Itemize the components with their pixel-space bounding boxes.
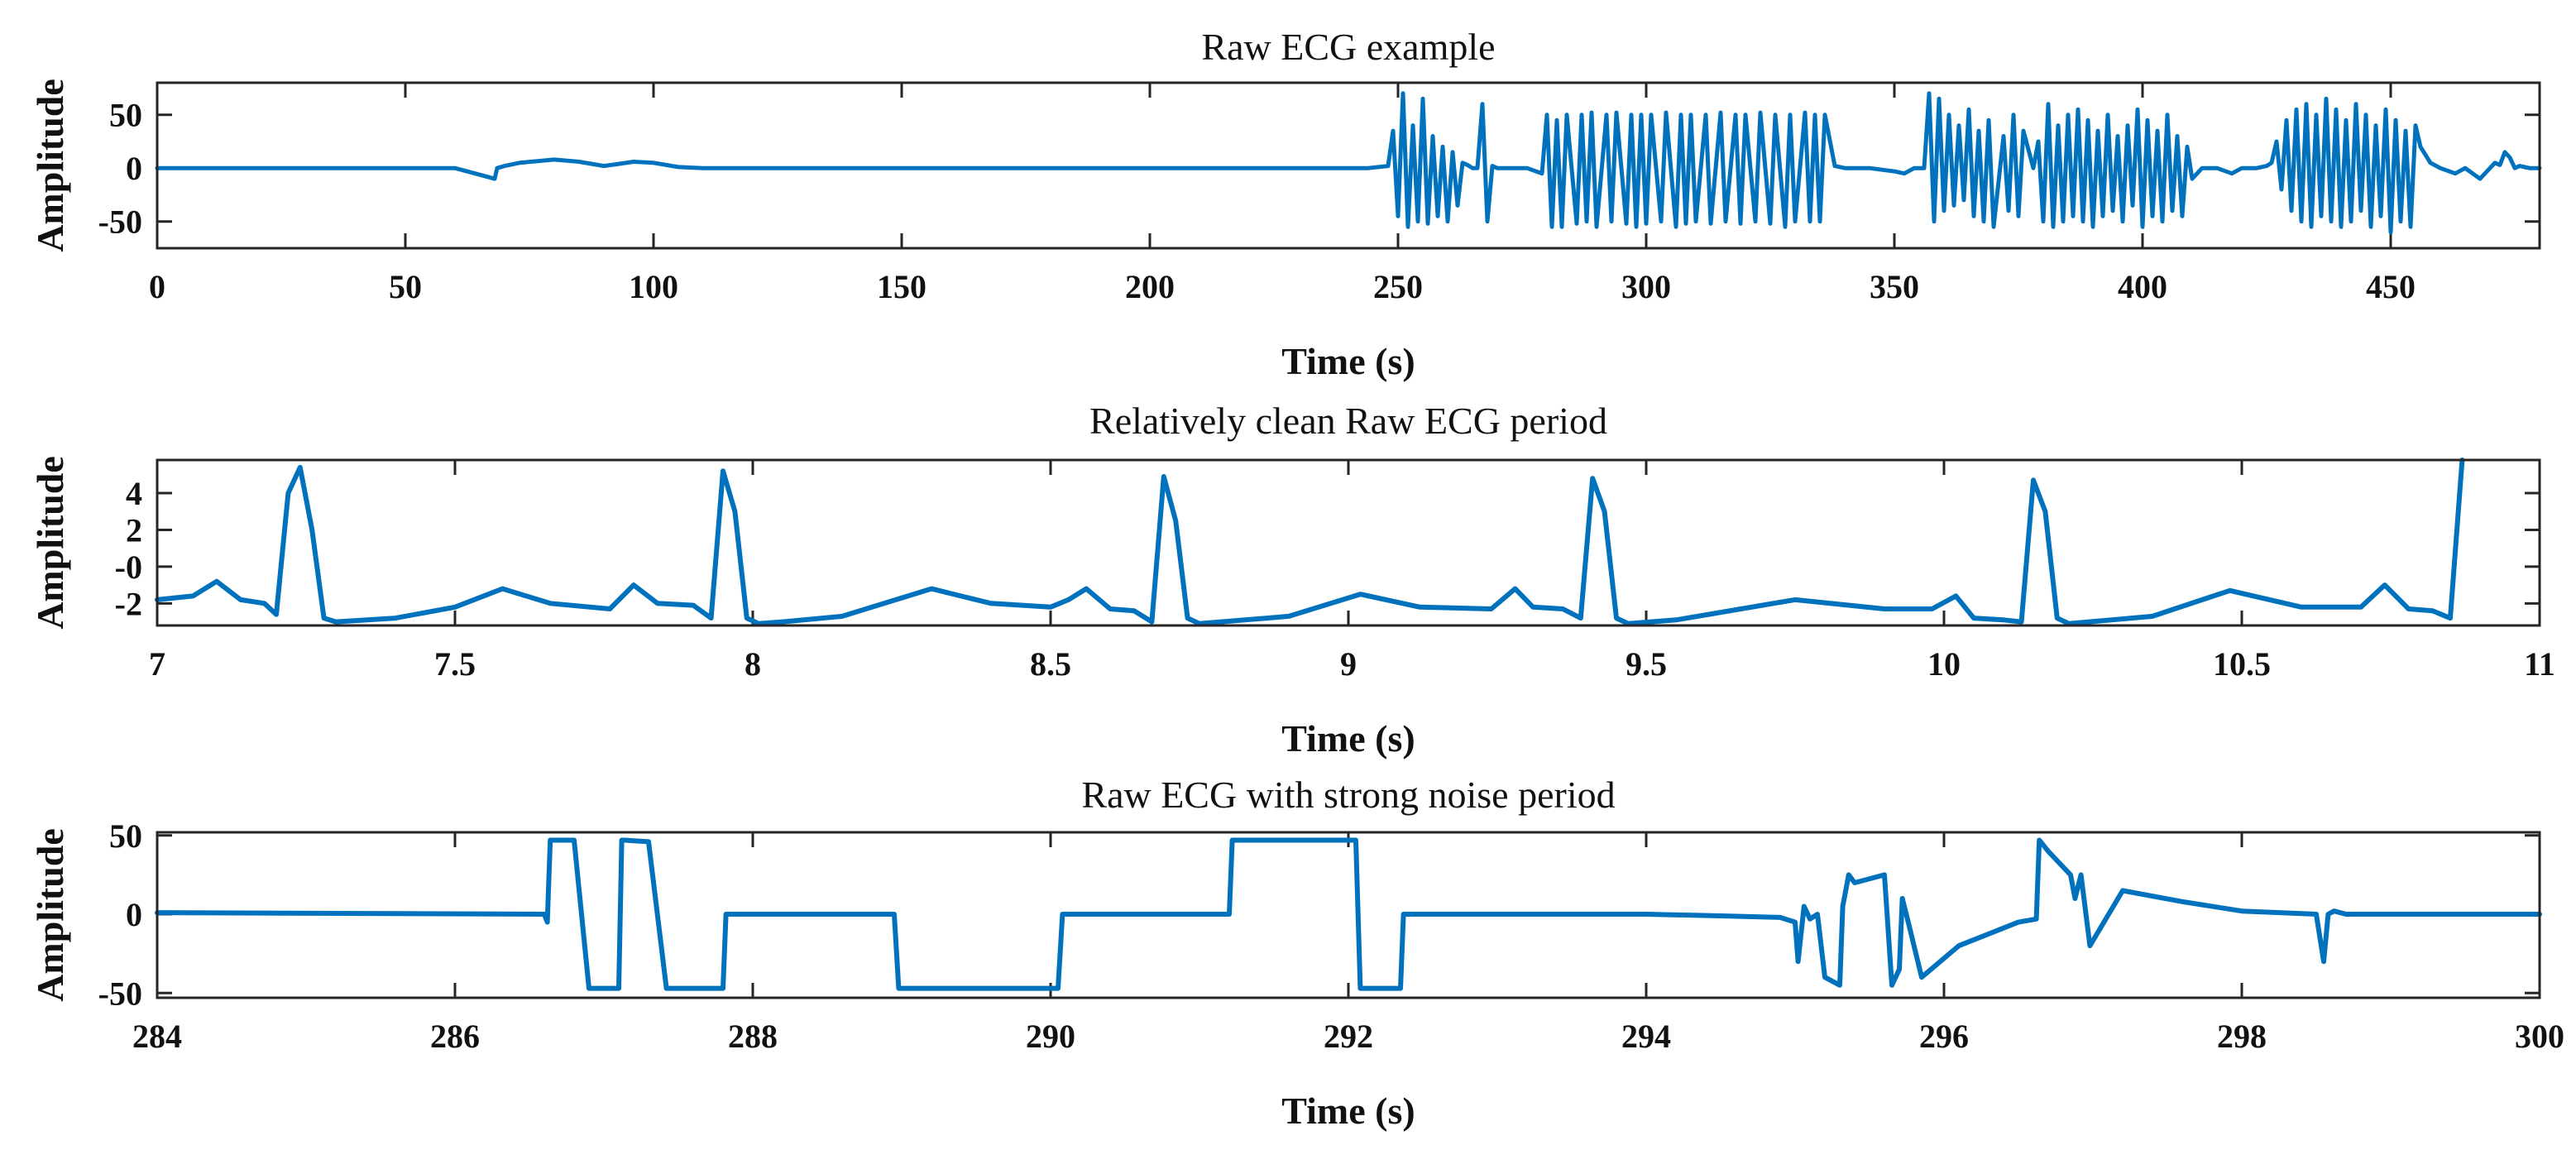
x-axis-label: Time (s) xyxy=(1281,1090,1415,1132)
panel-raw-ecg-example: Raw ECG example 0 50 100 150 200 250 300 350 400… xyxy=(29,26,2542,382)
x-tick-label: 400 xyxy=(2118,268,2167,305)
y-tick-label: -50 xyxy=(98,204,142,241)
y-tick-label: 0 xyxy=(126,896,142,933)
chart-title: Raw ECG example xyxy=(1201,26,1495,68)
axes-frame xyxy=(156,831,2541,999)
x-tick-label: 350 xyxy=(1870,268,1919,305)
x-tick-label: 200 xyxy=(1125,268,1175,305)
panel-strong-noise-period: Raw ECG with strong noise period 284 286 2… xyxy=(29,774,2564,1132)
x-tick-label: 7 xyxy=(149,645,165,683)
x-axis-label: Time (s) xyxy=(1281,717,1415,759)
chart-title: Relatively clean Raw ECG period xyxy=(1089,400,1607,442)
x-tick-label: 9 xyxy=(1340,645,1357,683)
x-tick-label: 286 xyxy=(430,1018,480,1055)
x-tick-label: 250 xyxy=(1373,268,1423,305)
ecg-series-line xyxy=(155,91,2542,235)
x-tick-label: 290 xyxy=(1026,1018,1075,1055)
y-axis-label: Amplitude xyxy=(29,828,71,1002)
y-tick-label: -0 xyxy=(115,549,142,586)
y-tick-label: -50 xyxy=(98,975,142,1012)
x-tick-label: 100 xyxy=(629,268,678,305)
x-tick-label: 11 xyxy=(2524,645,2555,683)
x-tick-label: 300 xyxy=(1621,268,1671,305)
x-tick-label: 8.5 xyxy=(1030,645,1071,683)
x-tick-label: 296 xyxy=(1919,1018,1969,1055)
y-tick-label: 4 xyxy=(126,475,142,512)
x-tick-label: 294 xyxy=(1621,1018,1671,1055)
x-tick-label: 450 xyxy=(2366,268,2416,305)
x-tick-label: 288 xyxy=(728,1018,778,1055)
x-tick-label: 284 xyxy=(132,1018,182,1055)
x-tick-label: 150 xyxy=(877,268,926,305)
x-tick-label: 300 xyxy=(2515,1018,2564,1055)
panel-clean-ecg-period: Relatively clean Raw ECG period 7 7.5 8 8.5… xyxy=(29,400,2555,759)
ecg-series-line xyxy=(155,458,2465,626)
y-tick-label: 2 xyxy=(126,511,142,549)
x-tick-label: 9.5 xyxy=(1626,645,1667,683)
x-tick-label: 10 xyxy=(1927,645,1961,683)
x-axis-label: Time (s) xyxy=(1281,340,1415,382)
y-tick-label: 0 xyxy=(126,150,142,187)
y-tick-label: 50 xyxy=(109,817,142,855)
x-tick-label: 292 xyxy=(1324,1018,1373,1055)
x-tick-label: 7.5 xyxy=(434,645,476,683)
y-axis-label: Amplitude xyxy=(29,456,71,630)
x-tick-label: 298 xyxy=(2217,1018,2267,1055)
y-tick-label: 50 xyxy=(109,97,142,134)
x-tick-label: 0 xyxy=(149,268,165,305)
x-tick-label: 50 xyxy=(389,268,422,305)
chart-title: Raw ECG with strong noise period xyxy=(1081,774,1615,816)
x-tick-label: 10.5 xyxy=(2213,645,2271,683)
ecg-series-line xyxy=(155,837,2542,991)
y-axis-label: Amplitude xyxy=(29,79,71,252)
x-tick-label: 8 xyxy=(745,645,761,683)
y-tick-label: -2 xyxy=(115,585,142,622)
axes-frame xyxy=(156,81,2541,250)
axes-frame xyxy=(156,458,2541,627)
